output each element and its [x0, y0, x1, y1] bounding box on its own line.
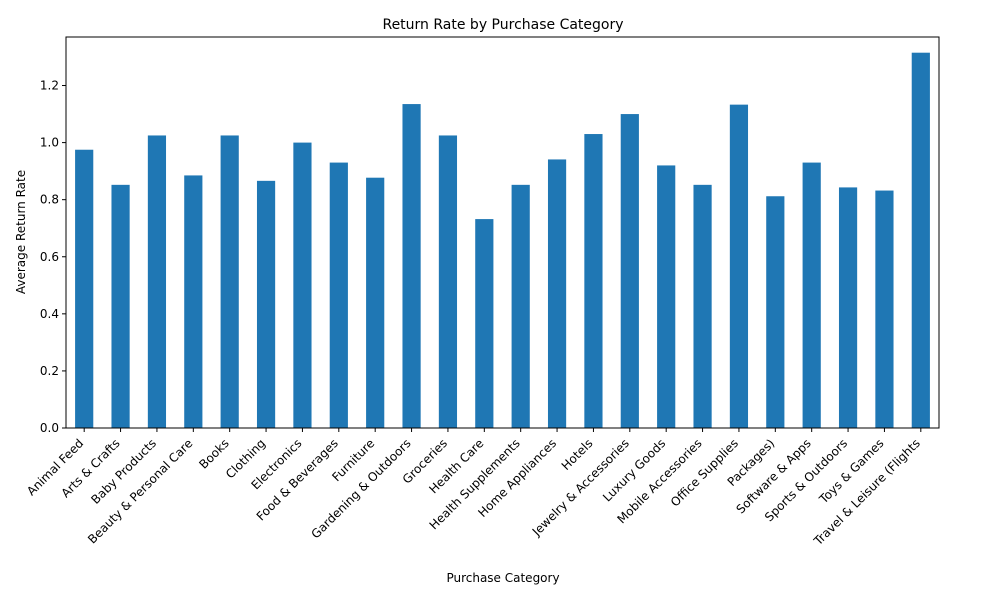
bar — [802, 162, 821, 428]
bar — [875, 190, 894, 428]
bar — [657, 165, 676, 428]
y-axis-ticks: 0.0 0.2 0.4 0.6 0.8 1.0 1.2 — [40, 79, 66, 435]
bar — [293, 142, 312, 428]
bar — [402, 104, 421, 428]
bar — [547, 159, 567, 428]
x-tick-label: Baby Products — [88, 436, 159, 507]
bar — [329, 162, 348, 428]
bar — [838, 187, 858, 428]
bar — [620, 114, 639, 428]
bar — [184, 175, 203, 428]
bar — [766, 196, 785, 428]
chart-title: Return Rate by Purchase Category — [382, 17, 623, 33]
y-tick-label: 0.2 — [40, 364, 59, 378]
y-tick-label: 0.8 — [40, 193, 59, 207]
plot-frame — [65, 36, 940, 429]
bar — [693, 184, 712, 428]
x-tick-label: Toys & Games — [816, 436, 887, 507]
bar — [911, 52, 930, 428]
y-tick-label: 0.0 — [40, 421, 59, 435]
bar — [256, 180, 276, 428]
bar — [147, 135, 167, 428]
x-tick-label: Luxury Goods — [600, 436, 668, 504]
bar — [111, 184, 130, 428]
y-tick-label: 0.4 — [40, 307, 59, 321]
bar — [475, 219, 494, 428]
y-axis-label: Average Return Rate — [14, 170, 28, 294]
x-axis-label: Purchase Category — [446, 571, 559, 585]
y-tick-label: 0.6 — [40, 250, 59, 264]
y-tick-label: 1.0 — [40, 136, 59, 150]
bar — [584, 134, 603, 429]
x-tick-label: Books — [196, 436, 231, 471]
bar — [75, 149, 94, 429]
bar — [438, 135, 458, 428]
bar — [220, 135, 239, 428]
bar — [511, 184, 530, 428]
y-tick-label: 1.2 — [40, 79, 59, 93]
bar — [366, 177, 385, 428]
bar — [729, 104, 749, 428]
bars-group — [75, 52, 930, 429]
